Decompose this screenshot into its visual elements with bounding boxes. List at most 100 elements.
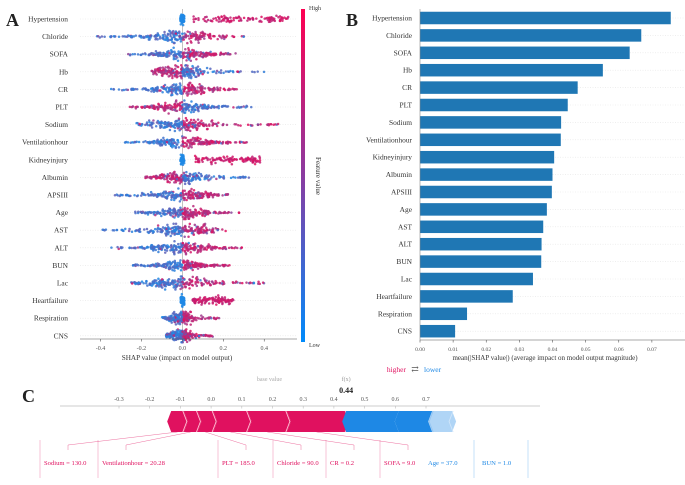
a-shap-point xyxy=(181,163,185,166)
a-shap-point xyxy=(173,181,176,184)
a-shap-point xyxy=(166,32,170,36)
a-shap-point xyxy=(171,74,174,78)
a-shap-point xyxy=(123,141,127,144)
a-shap-point xyxy=(172,286,175,289)
a-shap-point xyxy=(215,158,219,161)
a-shap-point xyxy=(149,264,153,267)
a-shap-point xyxy=(142,87,145,90)
a-shap-point xyxy=(218,264,222,267)
a-shap-point xyxy=(187,53,190,57)
a-shap-point xyxy=(140,36,143,39)
a-shap-point xyxy=(180,159,183,162)
a-shap-point xyxy=(226,264,230,267)
a-shap-point xyxy=(165,229,168,233)
a-shap-point xyxy=(227,211,230,214)
a-shap-point xyxy=(155,211,159,215)
a-shap-point xyxy=(195,75,198,79)
a-shap-point xyxy=(170,314,173,318)
a-shap-point xyxy=(196,316,199,320)
a-shap-point xyxy=(182,261,186,265)
a-shap-point xyxy=(142,193,146,197)
a-shap-point xyxy=(132,88,135,92)
a-shap-point xyxy=(190,279,194,282)
b-x-axis-label: mean(|SHAP value|) (average impact on mo… xyxy=(452,354,638,362)
a-shap-point xyxy=(163,141,166,144)
c-fx-label: f(x) xyxy=(342,376,351,383)
a-shap-point xyxy=(187,217,191,220)
a-shap-point xyxy=(140,280,144,283)
a-shap-point xyxy=(172,139,176,143)
a-shap-point xyxy=(161,66,165,69)
a-shap-point xyxy=(168,171,172,175)
a-shap-point xyxy=(181,241,184,245)
a-shap-point xyxy=(192,197,195,200)
a-shap-point xyxy=(179,208,182,212)
a-shap-point xyxy=(244,159,247,163)
a-shap-point xyxy=(215,194,219,197)
a-shap-point xyxy=(192,216,195,219)
a-shap-point xyxy=(117,88,121,91)
a-shap-point xyxy=(215,303,218,306)
a-shap-point xyxy=(151,141,154,144)
a-shap-point xyxy=(177,146,181,149)
a-shap-point xyxy=(199,229,202,233)
a-shap-point xyxy=(198,178,202,182)
a-shap-point xyxy=(173,67,177,71)
a-shap-point xyxy=(192,86,196,89)
a-shap-point xyxy=(159,66,162,70)
a-shap-point xyxy=(180,266,184,269)
a-shap-point xyxy=(226,105,230,108)
a-shap-point xyxy=(187,76,191,79)
a-shap-point xyxy=(151,231,155,235)
a-shap-point xyxy=(195,128,199,132)
a-shap-point xyxy=(171,260,175,264)
a-shap-point xyxy=(179,227,182,230)
a-shap-point xyxy=(206,316,209,320)
a-shap-point xyxy=(219,246,222,250)
a-shap-point xyxy=(166,36,169,40)
a-shap-point xyxy=(160,230,163,234)
a-shap-point xyxy=(208,228,211,231)
a-shap-point xyxy=(206,282,209,285)
a-shap-point xyxy=(211,90,215,93)
a-shap-point xyxy=(170,195,173,199)
a-shap-point xyxy=(185,170,188,174)
a-shap-point xyxy=(179,298,183,301)
a-shap-point xyxy=(182,74,186,77)
a-shap-point xyxy=(191,317,195,320)
a-shap-point xyxy=(249,159,253,163)
a-shap-point xyxy=(199,54,202,58)
a-shap-point xyxy=(202,248,205,251)
a-shap-point xyxy=(160,71,164,75)
b-feature-label: ALT xyxy=(398,240,412,249)
a-shap-point xyxy=(196,244,200,248)
a-shap-point xyxy=(166,279,170,282)
a-shap-point xyxy=(240,246,243,249)
c-label-connector xyxy=(230,431,302,450)
a-shap-point xyxy=(259,19,262,23)
a-shap-point xyxy=(189,125,192,128)
a-shap-point xyxy=(150,104,153,107)
a-shap-point xyxy=(179,269,183,272)
a-shap-point xyxy=(185,119,188,122)
a-shap-point xyxy=(180,20,183,23)
a-shap-point xyxy=(175,109,179,113)
a-feature-label: Sodium xyxy=(45,120,68,129)
a-shap-point xyxy=(212,211,215,215)
a-shap-point xyxy=(163,126,167,129)
a-shap-point xyxy=(212,17,215,20)
a-shap-point xyxy=(177,141,180,144)
a-shap-point xyxy=(221,302,224,306)
a-shap-point xyxy=(161,244,165,248)
a-shap-point xyxy=(194,17,197,21)
a-shap-point xyxy=(192,71,195,74)
a-shap-point xyxy=(247,157,250,161)
a-shap-point xyxy=(232,298,235,302)
a-shap-point xyxy=(156,283,160,286)
a-shap-point xyxy=(176,92,179,96)
a-shap-point xyxy=(225,34,228,37)
a-shap-point xyxy=(236,70,240,73)
a-shap-point xyxy=(145,279,148,283)
a-shap-point xyxy=(198,264,201,267)
a-shap-point xyxy=(164,265,168,268)
